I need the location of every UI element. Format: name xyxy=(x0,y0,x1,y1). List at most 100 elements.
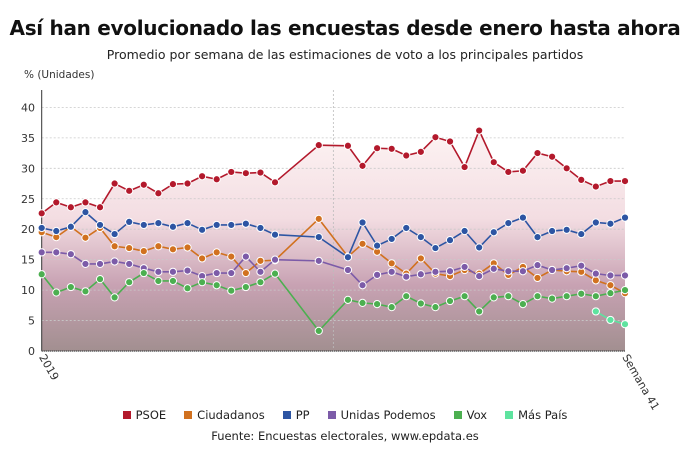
data-point xyxy=(227,286,236,295)
y-tick-label: 10 xyxy=(21,284,35,297)
data-point xyxy=(533,233,542,242)
data-point xyxy=(577,289,586,298)
legend-swatch xyxy=(327,411,336,419)
data-point xyxy=(139,220,148,230)
data-point xyxy=(591,182,600,191)
data-point xyxy=(95,259,105,269)
data-point xyxy=(125,259,134,269)
data-point xyxy=(372,241,382,250)
data-point xyxy=(606,219,615,228)
legend-item[interactable]: Vox xyxy=(453,408,487,422)
y-tick-label: 40 xyxy=(21,101,35,114)
data-point xyxy=(387,259,396,268)
data-point xyxy=(270,255,280,264)
data-point xyxy=(577,261,586,270)
data-point xyxy=(489,264,498,273)
data-point xyxy=(256,278,265,287)
data-point xyxy=(343,141,353,150)
data-point xyxy=(577,229,586,239)
data-point xyxy=(198,278,207,287)
data-point xyxy=(620,286,630,295)
data-point xyxy=(314,233,323,242)
legend-label: Ciudadanos xyxy=(197,408,265,422)
data-point xyxy=(66,282,75,292)
data-point xyxy=(241,252,250,261)
data-point xyxy=(489,228,498,237)
data-point xyxy=(37,248,46,257)
data-point xyxy=(460,292,469,301)
data-point xyxy=(431,133,440,142)
legend-item[interactable]: Más País xyxy=(505,408,567,422)
data-point xyxy=(343,265,353,275)
data-point xyxy=(168,245,178,254)
legend-item[interactable]: Unidas Podemos xyxy=(327,408,436,422)
data-point xyxy=(358,218,367,227)
data-point xyxy=(475,243,484,252)
data-point xyxy=(183,179,192,188)
data-point xyxy=(547,152,557,161)
data-point xyxy=(387,234,396,244)
data-point xyxy=(256,256,265,265)
data-point xyxy=(66,222,75,231)
data-point xyxy=(606,271,615,280)
data-point xyxy=(504,267,513,276)
data-point xyxy=(37,209,46,218)
y-tick-label: 25 xyxy=(21,193,35,206)
data-point xyxy=(402,223,411,233)
data-point xyxy=(533,292,542,301)
data-point xyxy=(591,292,600,301)
data-point xyxy=(183,284,192,293)
data-point xyxy=(460,226,469,236)
data-point xyxy=(66,250,75,259)
data-point xyxy=(256,168,265,177)
data-point xyxy=(343,253,353,262)
data-point xyxy=(431,243,440,253)
legend-swatch xyxy=(282,411,291,419)
data-point xyxy=(81,233,90,242)
data-point xyxy=(562,164,571,173)
data-point xyxy=(154,267,163,276)
data-point xyxy=(431,267,440,276)
data-point xyxy=(358,239,367,248)
data-point xyxy=(168,180,178,189)
data-point xyxy=(154,242,163,251)
data-point xyxy=(343,295,353,304)
legend-swatch xyxy=(505,411,514,419)
legend-item[interactable]: PP xyxy=(282,408,310,422)
data-point xyxy=(241,169,250,178)
source-note: Fuente: Encuestas electorales, www.epdat… xyxy=(211,429,479,443)
data-point xyxy=(533,261,542,270)
data-point xyxy=(125,217,134,226)
data-point xyxy=(620,271,630,280)
data-point xyxy=(256,267,265,276)
data-point xyxy=(52,226,61,236)
data-point xyxy=(110,229,119,239)
chart-subtitle: Promedio por semana de las estimaciones … xyxy=(106,47,584,62)
data-point xyxy=(416,254,425,263)
data-point xyxy=(547,226,557,236)
legend: PSOE Ciudadanos PP Unidas Podemos Vox Más Paí… xyxy=(0,408,690,422)
data-point xyxy=(358,298,367,307)
legend-item[interactable]: PSOE xyxy=(122,408,166,422)
data-point xyxy=(416,270,425,279)
data-point xyxy=(460,162,469,172)
data-point xyxy=(212,268,221,278)
data-point xyxy=(154,189,163,198)
data-point xyxy=(504,292,513,301)
data-point xyxy=(314,214,323,223)
data-point xyxy=(562,292,571,301)
data-point xyxy=(270,230,280,239)
data-point xyxy=(562,225,571,234)
data-point xyxy=(81,198,90,207)
data-point xyxy=(81,259,90,269)
data-point xyxy=(475,126,484,135)
data-point xyxy=(606,176,615,186)
data-point xyxy=(241,268,250,278)
data-point xyxy=(125,278,134,287)
legend-item[interactable]: Ciudadanos xyxy=(184,408,265,422)
y-tick-label: 0 xyxy=(28,345,35,358)
data-point xyxy=(518,213,528,222)
data-point xyxy=(445,267,455,276)
data-point xyxy=(620,213,630,222)
